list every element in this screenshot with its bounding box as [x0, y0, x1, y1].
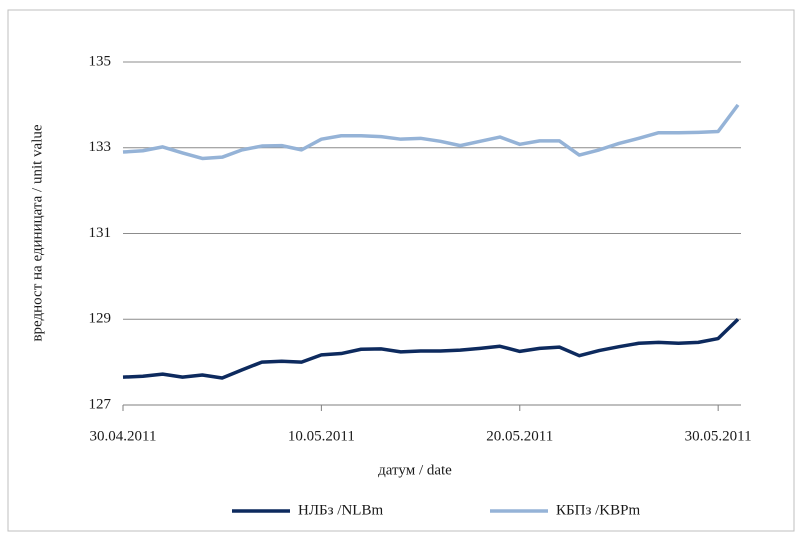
legend-label: НЛБз /NLBm — [298, 502, 383, 518]
frame — [7, 9, 795, 532]
series-line — [122, 103, 740, 161]
x-tick-label: 30.05.2011 — [685, 428, 752, 444]
y-tick-label: 133 — [89, 139, 112, 155]
series-line — [122, 317, 740, 380]
x-tick-label: 20.05.2011 — [486, 428, 553, 444]
legend-label: КБПз /KBPm — [556, 502, 640, 518]
x-tick-label: 10.05.2011 — [288, 428, 355, 444]
y-axis-label: вредност на единицата / unit value — [29, 124, 45, 341]
y-tick-label: 131 — [89, 225, 112, 241]
y-tick-label: 129 — [89, 311, 112, 327]
y-tick-label: 135 — [89, 53, 112, 69]
x-axis-label: датум / date — [378, 462, 452, 478]
x-tick-label: 30.04.2011 — [90, 428, 157, 444]
y-tick-label: 127 — [89, 396, 112, 412]
